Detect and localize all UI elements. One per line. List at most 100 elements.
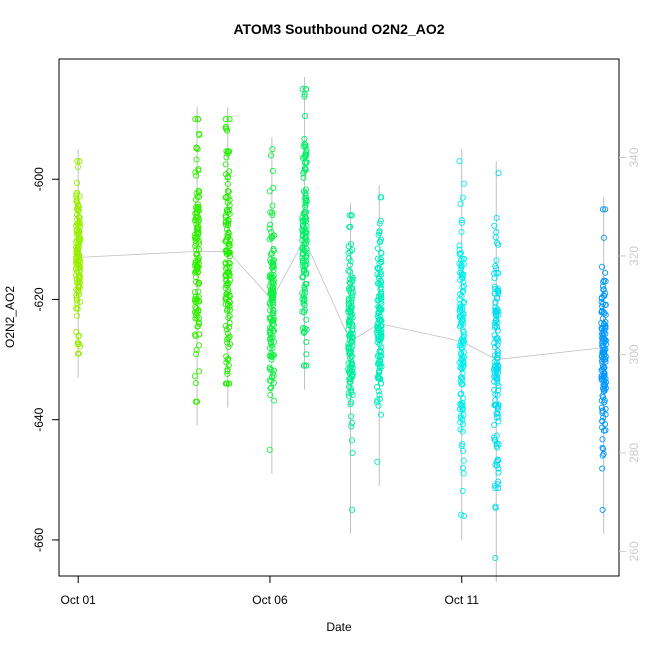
data-point [222,322,229,330]
data-point [492,554,499,562]
data-point [195,319,202,326]
data-point [76,251,83,259]
data-point [599,506,606,513]
data-point [493,316,500,324]
data-point [193,228,200,235]
data-point [495,413,502,420]
data-point [598,294,605,301]
data-point [376,391,383,398]
data-point [494,391,501,398]
data-point [376,239,383,246]
data-point [346,279,353,286]
data-point [494,327,501,334]
data-point [377,217,384,224]
data-point [348,285,355,292]
data-point [301,247,308,254]
data-point [302,226,309,233]
data-point [303,240,310,247]
data-point [347,312,354,320]
data-point [495,270,502,277]
data-point [303,351,310,358]
data-point [602,318,609,326]
data-point [459,194,466,201]
data-point [494,287,501,294]
data-point [492,304,499,311]
data-point [224,366,231,373]
data-point [266,365,273,373]
data-point [192,303,199,310]
data-point [493,229,500,236]
data-point [346,337,353,344]
data-point [374,324,381,331]
data-point [600,324,607,331]
data-point [222,265,229,272]
point-cluster [345,212,356,513]
data-point [74,220,81,227]
data-point [460,341,467,348]
data-point [457,200,464,207]
data-point [224,370,231,377]
data-point [347,384,354,391]
data-point [600,332,607,339]
data-point [456,312,463,320]
data-point [269,146,276,153]
data-point [269,167,276,174]
data-point [192,315,199,322]
data-point [269,209,276,216]
data-point [193,297,200,305]
data-point [76,214,83,221]
data-point [491,270,498,277]
data-point [195,342,203,349]
data-point [349,371,356,378]
data-point [456,246,463,253]
point-cluster [456,158,468,519]
data-point [495,241,502,248]
data-point [75,333,82,340]
data-point [268,233,275,241]
data-point [378,306,385,314]
data-point [376,360,383,367]
data-point [601,381,608,388]
data-point [223,353,230,360]
data-point [346,320,353,327]
data-point [345,332,352,339]
data-point [375,337,383,344]
data-point [302,186,309,193]
data-point [302,197,309,204]
data-point [492,503,499,510]
data-point [492,320,499,327]
data-point [348,437,356,444]
data-point [270,184,277,191]
data-point [347,240,355,248]
data-point [491,290,498,297]
data-point [495,401,502,408]
data-point [349,292,356,299]
data-point [460,421,467,428]
data-point [222,259,229,266]
data-point [74,230,81,237]
data-point [223,154,230,161]
data-point [76,272,83,280]
data-point [267,307,274,314]
data-point [378,300,385,307]
data-point [223,291,230,298]
data-point [302,201,309,208]
data-point [266,272,274,279]
data-point [270,256,277,264]
data-point [599,465,606,472]
data-point [459,441,466,448]
data-point [222,295,229,302]
data-point [602,427,609,434]
data-point [599,283,607,290]
data-point [599,331,606,338]
data-point [602,206,609,213]
data-point [267,391,274,399]
data-point [458,217,465,224]
data-point [268,325,275,332]
data-point [73,294,80,301]
data-point [222,271,229,278]
data-point [268,296,275,303]
data-point [374,399,381,406]
data-point [224,180,231,187]
data-point [303,269,310,276]
